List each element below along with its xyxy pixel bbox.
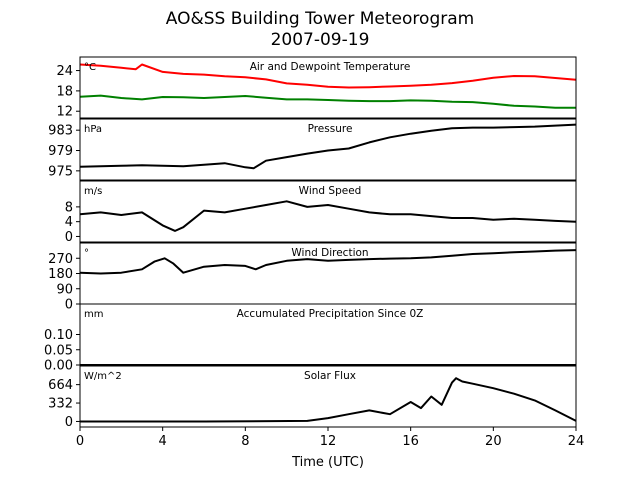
y-tick-label: 0.10 (44, 328, 73, 343)
series-line-2-0 (79, 200, 577, 232)
panel-2: 048 m/s Wind Speed (65, 180, 577, 245)
panel-frame (79, 303, 577, 366)
chart-subtitle: 2007-09-19 (271, 30, 370, 50)
y-tick-label: 8 (65, 200, 73, 215)
panel-frame (79, 56, 577, 119)
panel-title: Accumulated Precipitation Since 0Z (237, 308, 424, 320)
series-line-0-1 (79, 94, 576, 109)
x-tick-label: 0 (76, 434, 84, 449)
x-tick-label: 24 (568, 434, 585, 449)
x-tick-label: 8 (241, 434, 249, 449)
panel-title: Pressure (308, 123, 353, 135)
panel-unit-label: W/m^2 (84, 371, 122, 382)
panel-unit-label: ° (84, 248, 89, 259)
y-tick-label: 664 (48, 378, 73, 393)
x-tick-label: 16 (402, 434, 419, 449)
y-tick-label: 975 (48, 164, 73, 179)
y-tick-label: 24 (56, 64, 73, 79)
panel-title: Wind Speed (299, 185, 362, 197)
series-line-5-0 (80, 377, 577, 423)
y-tick-label: 90 (56, 282, 73, 297)
x-tick-label: 4 (159, 434, 167, 449)
panel-title: Solar Flux (304, 370, 356, 382)
panel-4: 0.000.050.10 mm Accumulated Precipitation … (44, 303, 577, 374)
y-tick-label: 0.00 (44, 359, 73, 374)
panel-frame (79, 118, 577, 181)
series-line-1-0 (79, 123, 577, 170)
panel-unit-label: hPa (84, 124, 102, 135)
y-tick-label: 332 (48, 397, 73, 412)
y-tick-label: 979 (48, 144, 73, 159)
panel-0: 12 18 24 °C Air and Dewpoint Temperature (56, 56, 577, 120)
y-tick-label: 18 (56, 84, 73, 99)
y-tick-label: 4 (65, 215, 73, 230)
panel-title: Wind Direction (291, 247, 368, 259)
panel-frame (79, 180, 577, 243)
x-tick-label: 12 (320, 434, 337, 449)
y-tick-label: 12 (56, 105, 73, 120)
series-line-0-0 (79, 63, 577, 89)
x-axis: 0 4 8 12 16 20 24 (76, 427, 584, 449)
panel-unit-label: m/s (84, 186, 102, 197)
panel-1: 975 979 983 hPa Pressure (48, 118, 577, 181)
panel-5: 0 332 664 W/m^2 Solar Flux (48, 365, 577, 430)
y-tick-label: 983 (48, 124, 73, 139)
panel-unit-label: mm (84, 309, 103, 320)
panel-unit-label: °C (84, 62, 96, 73)
y-tick-label: 0 (65, 298, 73, 313)
y-tick-label: 270 (48, 252, 73, 267)
series-line-3-0 (79, 249, 577, 275)
y-tick-label: 0.05 (44, 343, 73, 358)
y-tick-label: 180 (48, 267, 73, 282)
x-tick-label: 20 (485, 434, 502, 449)
y-tick-label: 0 (65, 415, 73, 430)
panel-title: Air and Dewpoint Temperature (250, 61, 411, 73)
y-tick-label: 0 (65, 230, 73, 245)
chart-title: AO&SS Building Tower Meteorogram (166, 9, 474, 29)
x-axis-label: Time (UTC) (291, 455, 364, 470)
